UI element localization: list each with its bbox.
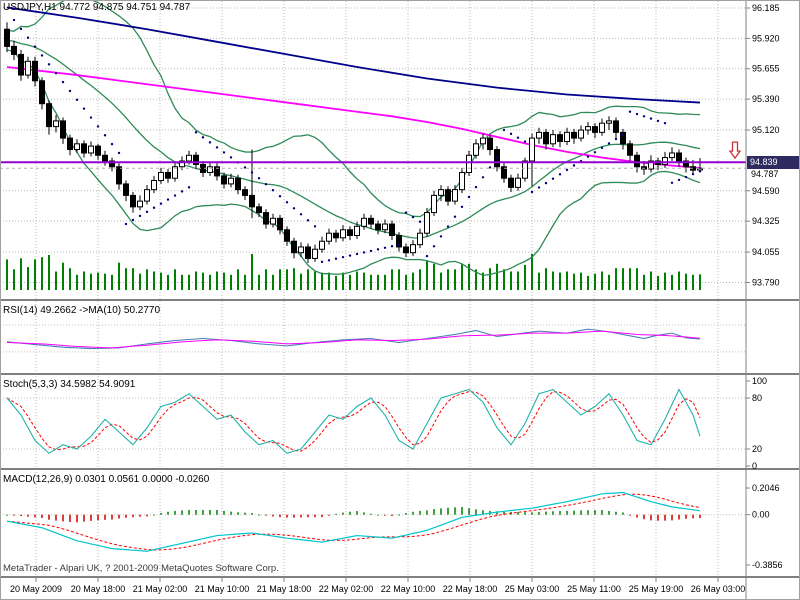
copyright-text: MetaTrader - Alpari UK, ? 2001-2009 Meta… (3, 563, 279, 574)
time-axis-label: 20 May 18:00 (71, 584, 126, 594)
axis-label: 95.390 (752, 94, 780, 104)
time-axis-label: 25 May 19:00 (629, 584, 684, 594)
price-line-label: 94.839 (750, 157, 778, 167)
ma-slow-line (6, 6, 701, 104)
stoch-panel[interactable] (0, 388, 746, 454)
axis-label: 80 (752, 393, 762, 403)
stoch-indicator-title: Stoch(5,3,3) 34.5982 54.9091 (3, 379, 136, 390)
time-axis[interactable]: 20 May 2009 20 May 18:00 21 May 02:00 21 Ma… (10, 577, 745, 594)
volume-bars (6, 254, 701, 290)
axis-label: 95.920 (752, 33, 780, 43)
axis-label: -0.3856 (752, 560, 783, 570)
macd-indicator-title: MACD(12,26,9) 0.0301 0.0561 0.0000 -0.02… (3, 474, 210, 485)
axis-label: 0.00 (752, 510, 770, 520)
axis-label: 20 (752, 444, 762, 454)
axis-label: 93.790 (752, 277, 780, 287)
axis-label: 94.590 (752, 186, 780, 196)
macd-panel[interactable] (0, 491, 746, 552)
price-axis[interactable]: 96.185 95.920 95.655 95.390 95.120 94.590 94.3… (746, 3, 783, 570)
axis-label: 94.325 (752, 216, 780, 226)
axis-label: 0 (752, 461, 757, 471)
bid-price-label: 94.787 (751, 169, 779, 179)
time-axis-label: 21 May 02:00 (133, 584, 188, 594)
sar-dots (12, 18, 702, 264)
axis-label: 100 (752, 376, 767, 386)
axis-label: 0.2046 (752, 483, 780, 493)
axis-label: 94.055 (752, 247, 780, 257)
time-axis-label: 26 May 03:00 (691, 584, 746, 594)
candles[interactable] (4, 22, 703, 264)
down-arrow-icon (728, 141, 742, 160)
axis-label: 95.120 (752, 125, 780, 135)
bollinger-bands (6, 0, 701, 277)
rsi-indicator-title: RSI(14) 49.2662 ->MA(10) 50.2770 (3, 305, 161, 316)
time-axis-label: 21 May 18:00 (257, 584, 312, 594)
axis-label: 96.185 (752, 3, 780, 13)
ma-fast-line (6, 66, 701, 169)
time-axis-label: 22 May 18:00 (443, 584, 498, 594)
time-axis-label: 25 May 11:00 (567, 584, 621, 594)
time-axis-label: 21 May 10:00 (195, 584, 250, 594)
axis-label: 95.655 (752, 64, 780, 74)
rsi-panel[interactable] (0, 324, 746, 353)
time-axis-label: 22 May 10:00 (381, 584, 436, 594)
symbol-ohlc-title: USDJPY,H1 94.772 94.875 94.751 94.787 (3, 2, 191, 13)
time-axis-label: 22 May 02:00 (319, 584, 374, 594)
time-axis-label: 20 May 2009 (10, 584, 62, 594)
price-line-label-box: 94.839 (747, 156, 799, 169)
time-axis-label: 25 May 03:00 (505, 584, 560, 594)
